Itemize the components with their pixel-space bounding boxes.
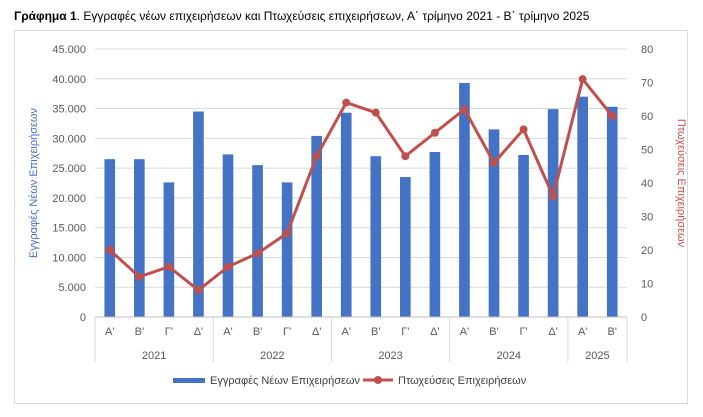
line-point	[578, 75, 587, 84]
y2-tick-label: 70	[641, 78, 653, 90]
y2-tick-label: 30	[641, 212, 653, 224]
line-point	[164, 262, 173, 271]
line-point	[430, 128, 439, 137]
bar	[104, 159, 116, 317]
line-point	[549, 192, 558, 201]
x-tick-label: Γ'	[165, 326, 173, 338]
bar	[459, 82, 470, 318]
y2-axis-title: Πτωχεύσεις Επιχειρήσεων	[675, 119, 687, 248]
bar	[547, 109, 559, 317]
x-tick-label: Δ'	[312, 326, 321, 338]
bar	[340, 112, 352, 317]
bar	[488, 129, 500, 317]
x-tick-label: Δ'	[430, 326, 439, 338]
series-line	[108, 77, 614, 292]
x-tick-label: Α'	[105, 326, 114, 338]
bar	[281, 182, 293, 317]
x-tick-label: Δ'	[548, 326, 557, 338]
y2-tick-label: 50	[641, 145, 653, 157]
bar	[606, 106, 618, 317]
y2-tick-label: 20	[641, 245, 653, 257]
x-tick-label: Γ'	[401, 326, 409, 338]
bar	[252, 165, 263, 317]
line-point	[460, 105, 469, 114]
y2-tick-label: 10	[641, 279, 653, 291]
bar	[370, 156, 382, 317]
y-tick-label: 25.000	[52, 163, 86, 175]
x-tick-label: Α'	[578, 326, 587, 338]
line-point	[490, 158, 498, 167]
line-point	[224, 262, 232, 271]
y-tick-label: 45.000	[52, 44, 86, 56]
legend-bar-label: Εγγραφές Νέων Επιχειρήσεων	[210, 375, 360, 387]
line-point	[342, 98, 351, 107]
y2-tick-label: 80	[641, 44, 653, 56]
x-tick-label: Β'	[608, 326, 617, 338]
chart-title: Γράφημα 1. Εγγραφές νέων επιχειρήσεων κα…	[14, 9, 589, 23]
legend-line-label: Πτωχεύσεις Επιχειρήσεων	[398, 375, 527, 387]
line-point	[312, 152, 321, 161]
y2-tick-label: 60	[641, 111, 653, 123]
chart-title-text: . Εγγραφές νέων επιχειρήσεων και Πτωχεύσ…	[76, 9, 590, 23]
y-tick-label: 10.000	[52, 252, 86, 264]
line-point	[253, 249, 262, 258]
x-tick-label: Β'	[135, 326, 144, 338]
line-point	[105, 246, 114, 254]
line-point	[135, 272, 144, 281]
x-group-label: 2022	[260, 350, 284, 362]
y-axis-title: Εγγραφές Νέων Επιχειρήσεων	[28, 108, 40, 258]
bar	[163, 182, 175, 317]
bar	[577, 96, 588, 318]
chart-title-prefix: Γράφημα 1	[14, 9, 77, 23]
bar	[429, 152, 441, 317]
x-group-label: 2023	[378, 350, 402, 362]
legend-line-marker	[374, 376, 382, 384]
x-tick-label: Γ'	[519, 326, 527, 338]
y-tick-label: 30.000	[52, 133, 86, 145]
x-tick-label: Β'	[253, 326, 262, 338]
x-tick-label: Β'	[489, 326, 498, 338]
bar	[311, 135, 322, 317]
line-point	[194, 286, 203, 295]
bar	[193, 111, 204, 318]
x-tick-label: Α'	[460, 326, 469, 338]
line-point	[371, 108, 380, 117]
y-tick-label: 40.000	[52, 74, 86, 86]
y2-tick-label: 0	[641, 312, 647, 324]
y2-tick-label: 40	[641, 178, 653, 190]
line-point	[519, 125, 528, 134]
bar	[134, 159, 145, 317]
line-point	[608, 112, 617, 120]
x-group-label: 2025	[585, 350, 609, 362]
x-tick-label: Α'	[223, 326, 232, 338]
line-point	[401, 152, 410, 161]
x-group-label: 2024	[497, 350, 521, 362]
y-tick-label: 0	[80, 312, 86, 324]
x-tick-label: Δ'	[194, 326, 203, 338]
x-group-label: 2021	[142, 350, 166, 362]
y-tick-label: 5.000	[58, 282, 86, 294]
y-tick-label: 20.000	[52, 193, 86, 205]
x-tick-label: Α'	[342, 326, 351, 338]
bar	[400, 177, 411, 317]
x-tick-label: Β'	[371, 326, 380, 338]
bar	[518, 155, 529, 317]
chart-frame	[14, 30, 688, 404]
bar	[222, 154, 234, 317]
line-point	[283, 229, 292, 238]
x-tick-label: Γ'	[283, 326, 291, 338]
legend-bar-swatch	[173, 378, 205, 383]
y-tick-label: 35.000	[52, 104, 86, 116]
y-tick-label: 15.000	[52, 223, 86, 235]
